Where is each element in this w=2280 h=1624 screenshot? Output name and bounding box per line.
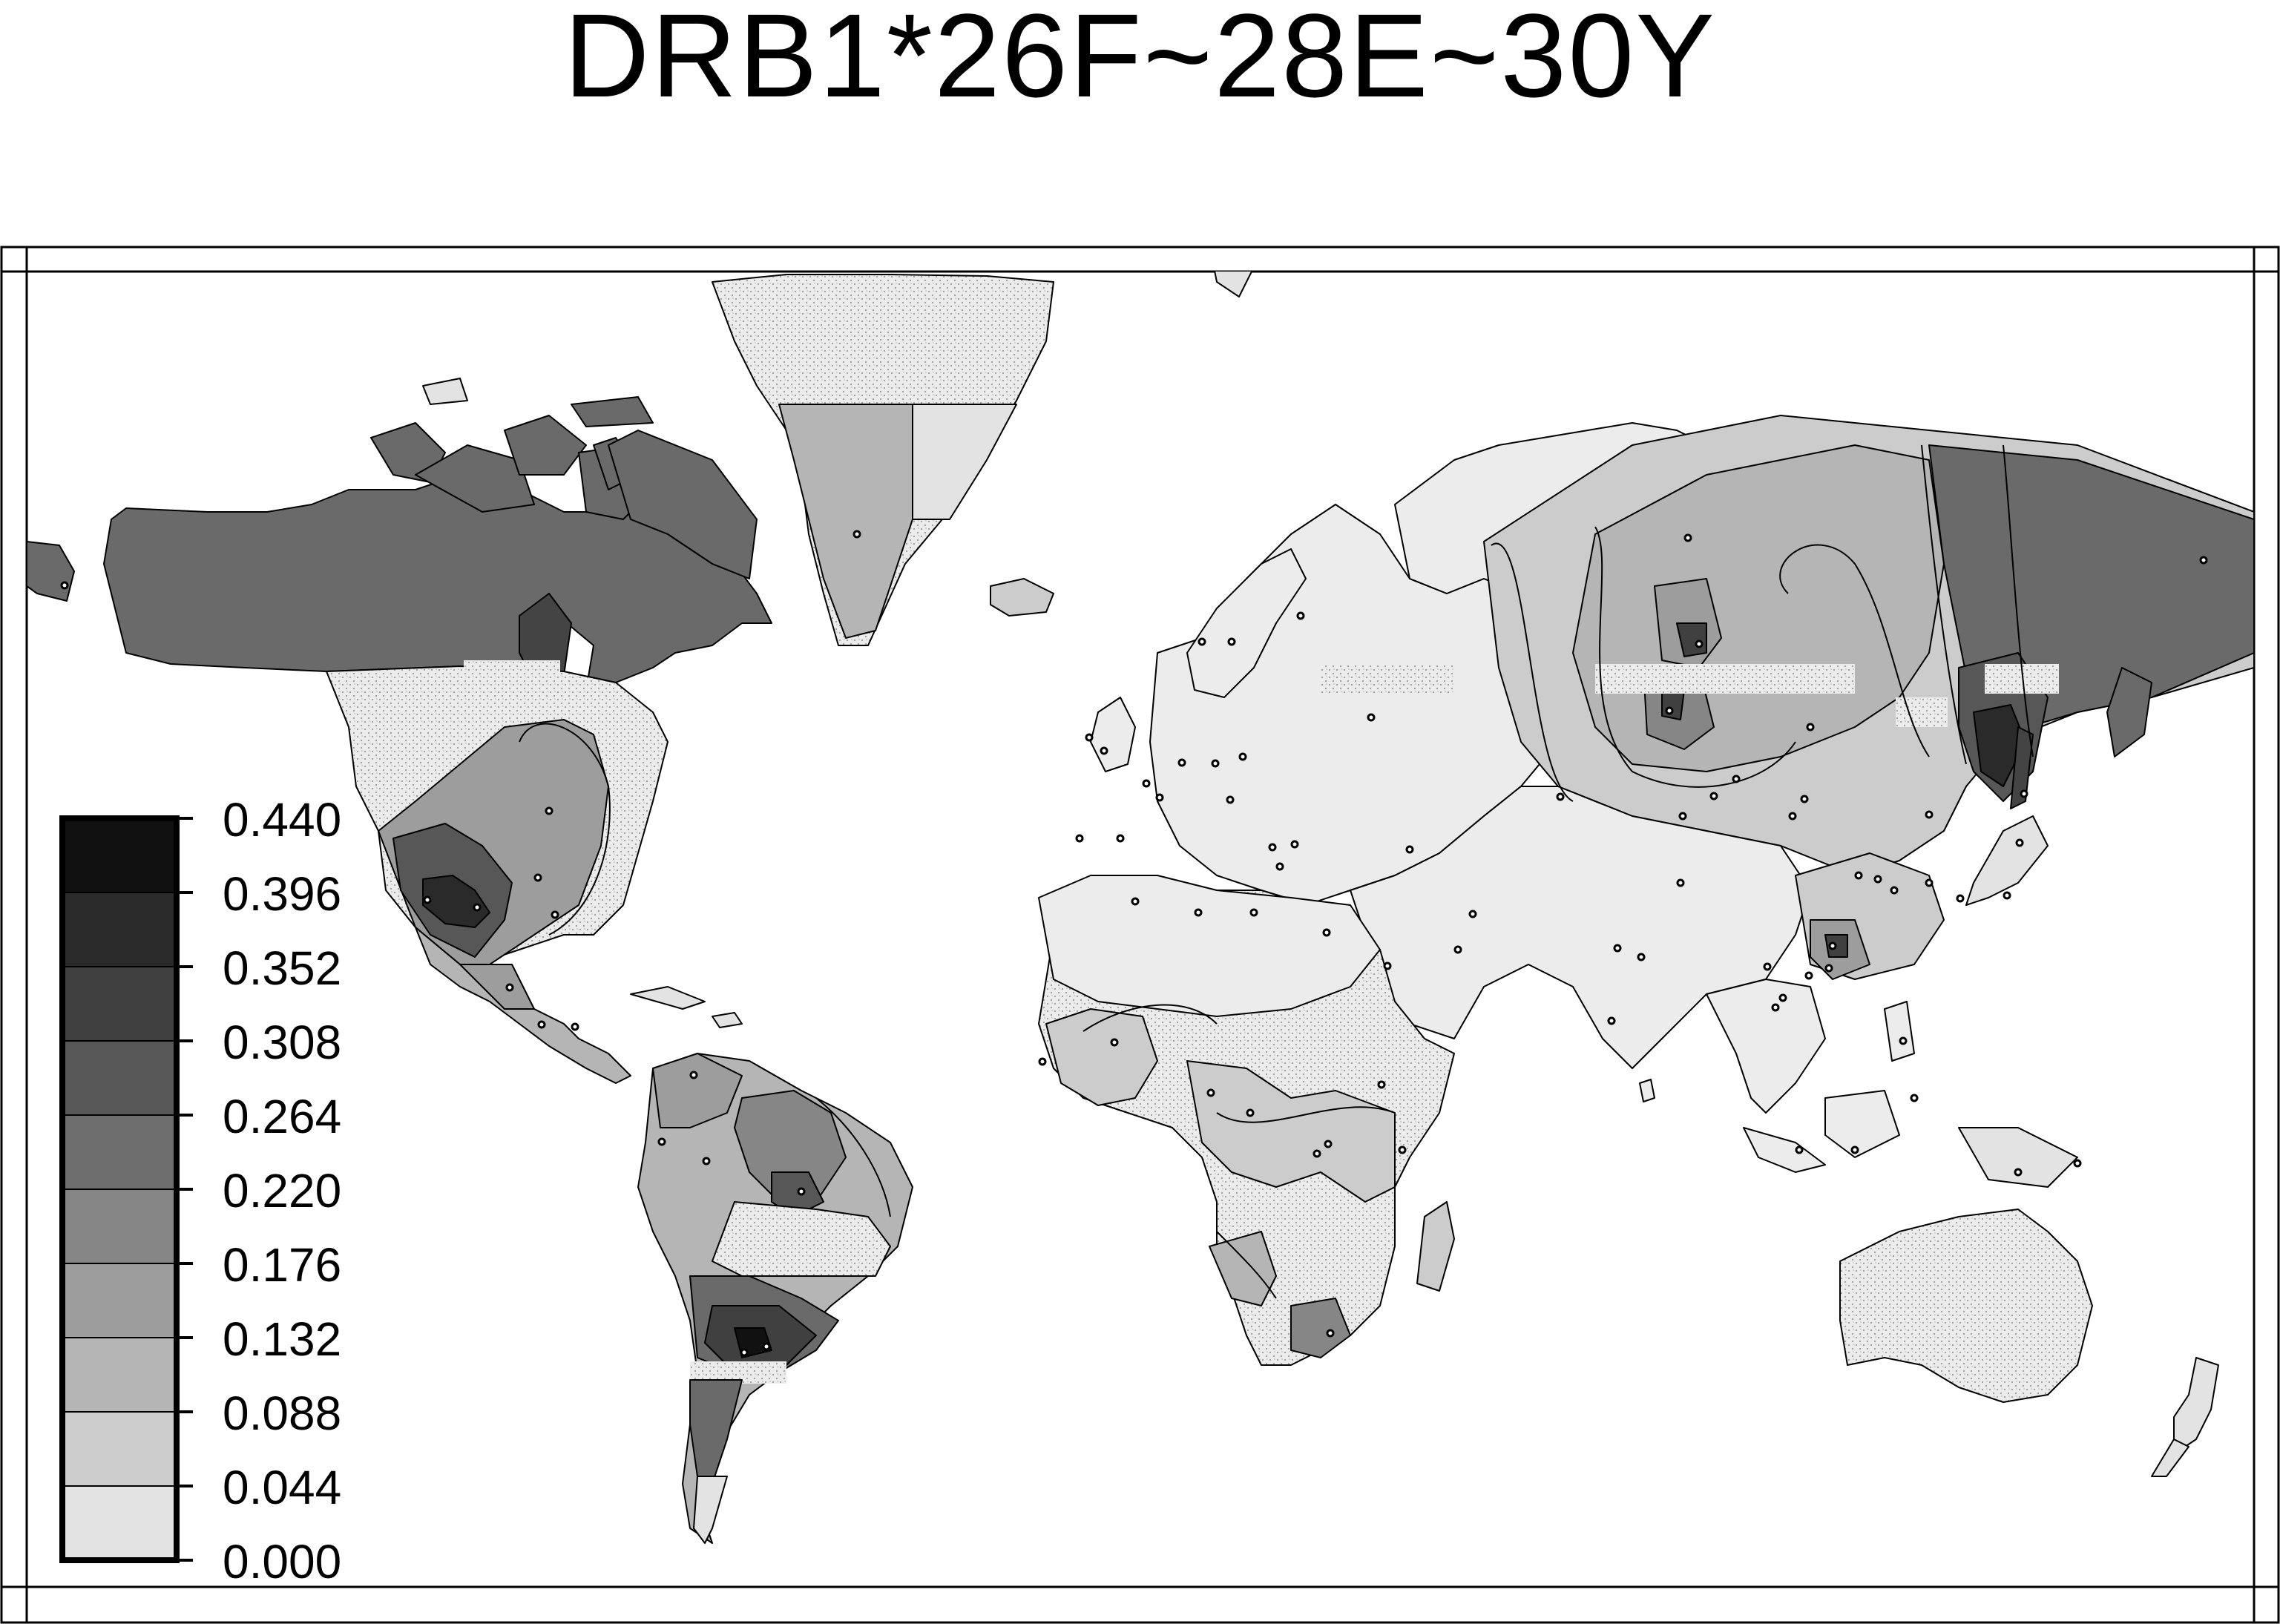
legend-tick-label: 0.176 xyxy=(223,1238,341,1292)
legend-band xyxy=(62,892,177,967)
legend-band xyxy=(62,1337,177,1413)
legend-tick-label: 0.440 xyxy=(223,793,341,846)
legend-tick-label: 0.396 xyxy=(223,867,341,921)
legend-band xyxy=(62,966,177,1042)
legend-tick-label: 0.308 xyxy=(223,1016,341,1069)
map-title: DRB1*26F~28E~30Y xyxy=(563,0,1716,122)
legend-tick-label: 0.264 xyxy=(223,1090,341,1143)
legend-band xyxy=(62,1040,177,1116)
africa xyxy=(1038,875,1455,1366)
legend-tick-label: 0.220 xyxy=(223,1164,341,1217)
legend-ticks: 0.440 0.396 0.352 0.308 0.264 0.220 0.176 0.132… xyxy=(177,793,341,1588)
legend-band xyxy=(62,1114,177,1190)
legend-tick-label: 0.132 xyxy=(223,1312,341,1366)
legend-tick-label: 0.000 xyxy=(223,1535,341,1588)
sample-points xyxy=(60,530,2208,1357)
map-frame xyxy=(0,246,2280,1624)
legend-band xyxy=(62,818,177,893)
south-america xyxy=(637,1053,913,1544)
eurasia xyxy=(1090,415,2254,1188)
legend-band xyxy=(62,1263,177,1338)
legend-tick-label: 0.352 xyxy=(223,941,341,995)
color-legend: 0.440 0.396 0.352 0.308 0.264 0.220 0.176 0.132… xyxy=(59,793,341,1588)
greenland xyxy=(712,272,1253,646)
oceania xyxy=(1839,1209,2219,1477)
legend-tick-label: 0.088 xyxy=(223,1387,341,1440)
legend-band xyxy=(62,1411,177,1487)
legend-band xyxy=(62,1189,177,1264)
contour-lines xyxy=(519,444,2034,1299)
legend-bands xyxy=(62,818,177,1561)
legend-band xyxy=(62,1485,177,1561)
legend-tick-label: 0.044 xyxy=(223,1461,341,1514)
